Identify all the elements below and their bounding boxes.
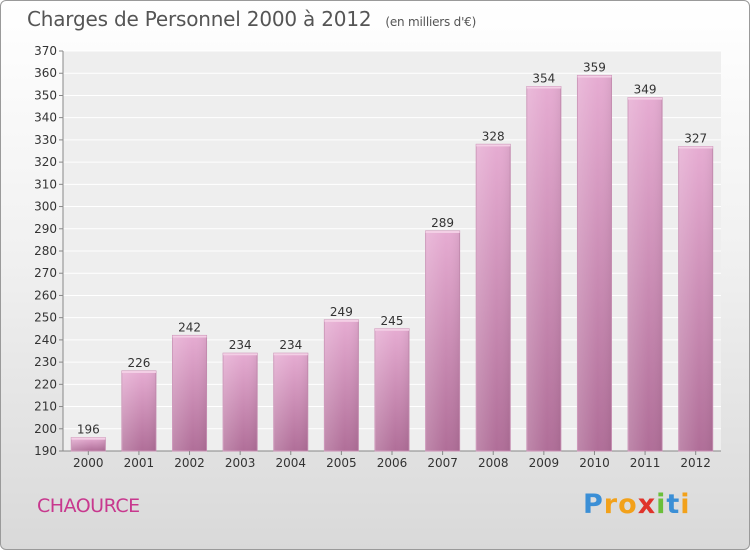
data-label: 249 xyxy=(330,305,353,319)
y-tick-label: 350 xyxy=(34,88,57,102)
x-tick-label: 2005 xyxy=(326,456,357,470)
logo-letter: t xyxy=(666,489,681,520)
x-tick-label: 2011 xyxy=(630,456,661,470)
y-tick-label: 190 xyxy=(34,444,57,458)
data-label: 196 xyxy=(77,423,100,437)
y-tick-label: 310 xyxy=(34,177,57,191)
y-tick-label: 300 xyxy=(34,200,57,214)
logo-letter: x xyxy=(637,489,657,520)
bar-shine xyxy=(628,97,663,452)
logo-letter: P xyxy=(583,489,604,520)
y-tick-label: 220 xyxy=(34,377,57,391)
bar-shine xyxy=(121,371,156,451)
x-tick-label: 2009 xyxy=(529,456,560,470)
bar-shine xyxy=(678,146,713,452)
bar-shine xyxy=(273,353,308,451)
logo-letter: i xyxy=(680,489,691,520)
bar-shine xyxy=(526,86,561,452)
y-tick-label: 240 xyxy=(34,333,57,347)
y-tick-label: 360 xyxy=(34,66,57,80)
commune-name: CHAOURCE xyxy=(37,495,140,517)
data-label: 354 xyxy=(532,72,555,86)
y-tick-label: 290 xyxy=(34,222,57,236)
chart-title: Charges de Personnel 2000 à 2012 xyxy=(27,7,372,31)
data-label: 242 xyxy=(178,320,201,334)
bar-shine xyxy=(324,319,359,451)
bar-shine xyxy=(223,353,258,451)
x-tick-label: 2006 xyxy=(377,456,408,470)
y-tick-label: 320 xyxy=(34,155,57,169)
y-tick-label: 230 xyxy=(34,355,57,369)
logo-letter: o xyxy=(618,489,638,520)
data-label: 289 xyxy=(431,216,454,230)
data-label: 234 xyxy=(279,338,302,352)
x-tick-label: 2008 xyxy=(478,456,509,470)
y-tick-label: 340 xyxy=(34,111,57,125)
data-label: 245 xyxy=(381,314,404,328)
bar-shine xyxy=(425,231,460,451)
x-tick-label: 2010 xyxy=(579,456,610,470)
data-label: 328 xyxy=(482,129,505,143)
bar-shine xyxy=(375,328,409,451)
y-tick-label: 270 xyxy=(34,266,57,280)
proxiti-logo: Proxiti xyxy=(583,489,691,520)
logo-letter: i xyxy=(656,489,667,520)
x-tick-label: 2012 xyxy=(680,456,711,470)
data-label: 349 xyxy=(634,83,657,97)
x-tick-label: 2007 xyxy=(427,456,458,470)
data-label: 327 xyxy=(684,132,707,146)
x-tick-label: 2001 xyxy=(124,456,155,470)
bar-shine xyxy=(172,335,207,451)
x-tick-label: 2003 xyxy=(225,456,256,470)
y-tick-label: 370 xyxy=(34,44,57,58)
bar-shine xyxy=(71,437,106,451)
x-tick-label: 2000 xyxy=(73,456,104,470)
y-tick-label: 200 xyxy=(34,422,57,436)
y-tick-label: 210 xyxy=(34,400,57,414)
y-tick-label: 260 xyxy=(34,288,57,302)
x-tick-label: 2004 xyxy=(275,456,306,470)
data-label: 226 xyxy=(127,356,150,370)
chart-title-block: Charges de Personnel 2000 à 2012 (en mill… xyxy=(27,7,476,31)
y-tick-label: 280 xyxy=(34,244,57,258)
logo-letter: r xyxy=(603,489,619,520)
data-label: 234 xyxy=(229,338,252,352)
bar-shine xyxy=(476,144,511,452)
y-tick-label: 330 xyxy=(34,133,57,147)
chart-subtitle: (en milliers d'€) xyxy=(385,15,477,29)
data-label: 359 xyxy=(583,60,606,74)
x-tick-label: 2002 xyxy=(174,456,205,470)
bar-shine xyxy=(577,75,612,451)
y-tick-label: 250 xyxy=(34,311,57,325)
